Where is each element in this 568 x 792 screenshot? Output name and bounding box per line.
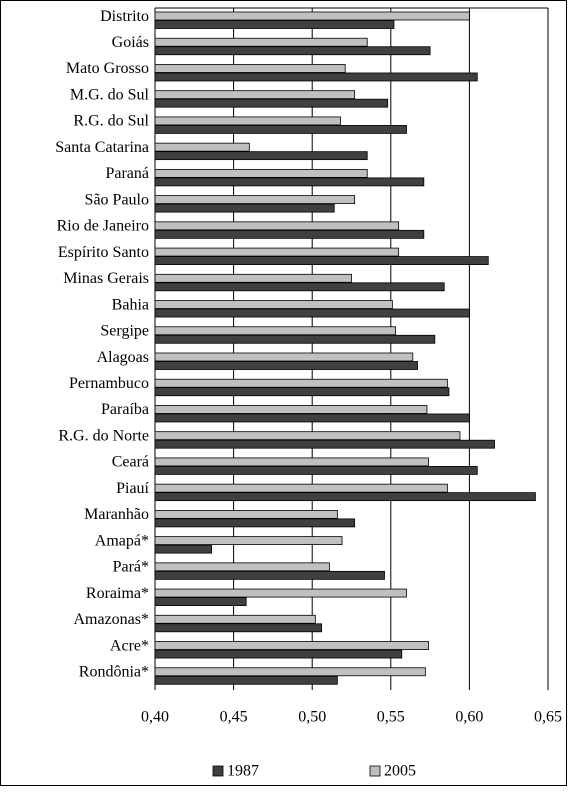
bar — [154, 588, 407, 598]
category-label: Ceará — [112, 454, 149, 471]
x-tick-label: 0,60 — [455, 709, 483, 726]
bar — [154, 509, 338, 519]
bar — [154, 597, 247, 606]
category-label: Piauí — [116, 480, 149, 497]
bar — [154, 308, 470, 318]
legend-swatch — [212, 765, 224, 777]
category-label: Espírito Santo — [58, 244, 149, 261]
bar — [154, 544, 212, 554]
bar — [154, 11, 470, 21]
bar — [154, 352, 414, 362]
bar — [154, 334, 436, 344]
bar — [154, 614, 316, 624]
bar — [154, 256, 489, 265]
bar — [154, 536, 343, 546]
category-label: Goiás — [112, 34, 149, 51]
bar — [154, 37, 368, 47]
bar — [154, 151, 368, 161]
category-label: Sergipe — [100, 323, 149, 340]
bar — [154, 405, 428, 414]
category-label: Rondônia* — [79, 664, 149, 681]
bar — [154, 667, 426, 677]
category-label: Roraima* — [86, 585, 149, 602]
bar — [154, 361, 418, 370]
bar — [154, 326, 396, 336]
category-label: Santa Catarina — [55, 139, 149, 156]
category-label: Pará* — [113, 559, 149, 576]
bar — [154, 675, 338, 685]
bar — [154, 518, 356, 528]
bar — [154, 439, 495, 449]
bar — [154, 570, 385, 580]
bar — [154, 413, 470, 423]
bar — [154, 72, 478, 82]
bar — [154, 483, 448, 493]
category-label: Paraíba — [101, 401, 149, 418]
x-tick-label: 0,40 — [141, 709, 169, 726]
bar — [154, 641, 429, 650]
category-label: Distrito — [100, 8, 149, 25]
x-tick-label: 0,55 — [377, 709, 405, 726]
category-label: Acre* — [110, 637, 149, 654]
bar — [154, 195, 356, 205]
bar — [154, 387, 450, 397]
category-label: Alagoas — [97, 349, 149, 366]
bar — [154, 20, 395, 29]
category-label: Paraná — [105, 165, 149, 182]
bar — [154, 457, 429, 467]
bar — [154, 142, 250, 152]
category-label: R.G. do Sul — [73, 113, 149, 130]
bar — [154, 466, 478, 475]
category-label: Pernambuco — [69, 375, 149, 392]
category-label: R.G. do Norte — [58, 427, 149, 444]
bar — [154, 300, 393, 309]
bar — [154, 203, 335, 213]
bar — [154, 116, 341, 126]
category-label: Maranhão — [84, 506, 149, 523]
bar — [154, 98, 389, 108]
category-label: Rio de Janeiro — [57, 218, 149, 235]
legend-label: 1987 — [227, 763, 259, 780]
x-tick-label: 0,45 — [220, 709, 248, 726]
bar — [154, 168, 368, 178]
legend-swatch — [369, 765, 381, 777]
bar — [154, 177, 425, 187]
bar — [154, 273, 352, 283]
bar — [154, 247, 400, 257]
category-label: Mato Grosso — [66, 60, 149, 77]
category-label: Bahia — [112, 296, 149, 313]
bar — [154, 46, 431, 56]
bar — [154, 562, 330, 572]
x-tick-label: 0,50 — [298, 709, 326, 726]
category-label: M.G. do Sul — [70, 86, 150, 103]
category-label: São Paulo — [85, 191, 149, 208]
bar — [154, 229, 425, 239]
bar — [154, 378, 448, 388]
category-label: Amazonas* — [73, 611, 149, 628]
bar — [154, 492, 536, 502]
x-tick-label: 0,65 — [534, 709, 562, 726]
bar — [154, 431, 461, 441]
bar — [154, 623, 323, 633]
bar — [154, 90, 356, 100]
bar — [154, 221, 400, 231]
bar — [154, 64, 346, 73]
category-label: Amapá* — [95, 532, 149, 549]
bar — [154, 125, 407, 134]
bar — [154, 649, 403, 659]
bar — [154, 282, 445, 292]
category-label: Minas Gerais — [63, 270, 149, 287]
legend-label: 2005 — [384, 763, 416, 780]
